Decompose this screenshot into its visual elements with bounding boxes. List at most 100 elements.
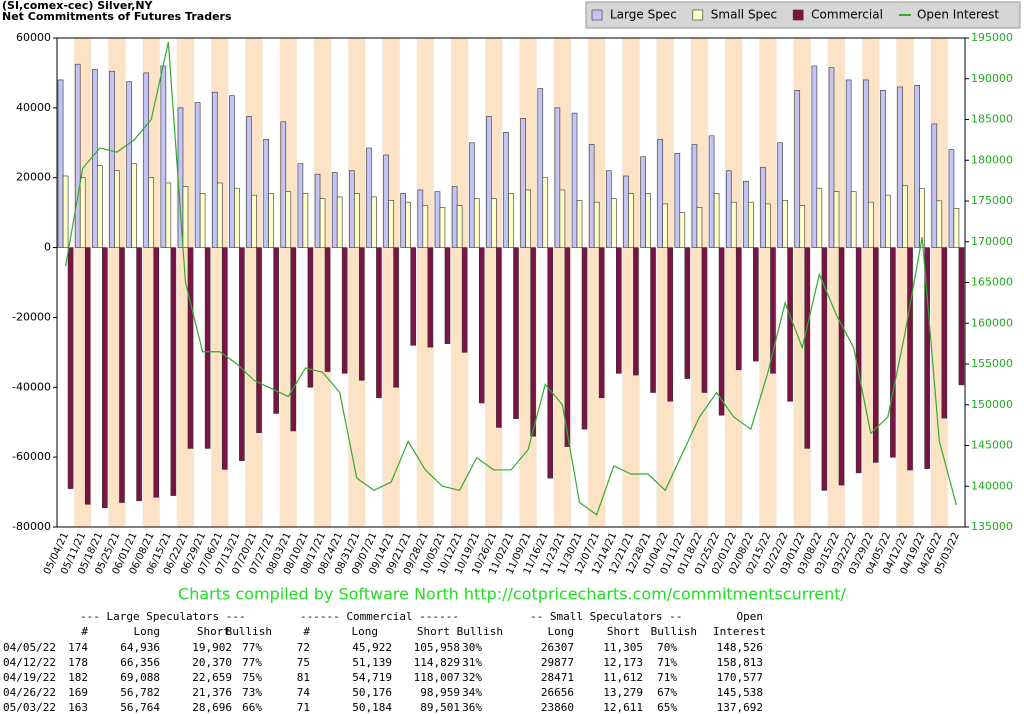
bar	[434, 191, 441, 248]
bar	[456, 205, 463, 248]
table-cell: 04/26/22	[3, 686, 56, 699]
bar	[914, 85, 920, 248]
bar	[199, 193, 206, 248]
bar	[953, 207, 960, 248]
bar	[760, 166, 766, 248]
table-cell: 28,696	[192, 701, 232, 714]
table-cell: 04/12/22	[3, 656, 56, 669]
table-cell: 22,659	[192, 671, 232, 684]
table-cell: 19,902	[192, 641, 232, 654]
bar	[708, 135, 715, 248]
bar	[902, 185, 908, 248]
table-cell: 118,007	[414, 671, 460, 684]
bar	[696, 207, 703, 248]
bar	[525, 189, 531, 248]
table-cell: 28471	[541, 671, 574, 684]
bar	[439, 207, 446, 248]
table-cell: 34%	[462, 686, 482, 699]
bar	[468, 142, 475, 248]
bar	[74, 63, 81, 248]
bar	[628, 193, 634, 248]
table-cell: 163	[68, 701, 88, 714]
table-header: Long	[134, 625, 161, 638]
bar	[513, 247, 519, 420]
table-cell: 04/19/22	[3, 671, 56, 684]
table-cell: 77%	[242, 656, 262, 669]
bar	[833, 191, 840, 248]
y2-tick-label: 195000	[971, 31, 1013, 44]
bar	[383, 154, 389, 248]
bar	[84, 247, 91, 505]
bar	[941, 247, 948, 419]
table-cell: 70%	[657, 641, 677, 654]
table-cell: 174	[68, 641, 88, 654]
table-cell: 26307	[541, 641, 574, 654]
bar	[588, 144, 595, 248]
bar	[246, 116, 252, 248]
table-header: #	[81, 625, 88, 638]
bar	[297, 163, 304, 248]
bar	[872, 247, 879, 463]
bar	[324, 247, 331, 372]
table-cell: 45,922	[352, 641, 392, 654]
table-header: Bullish	[226, 625, 272, 638]
bar	[782, 200, 788, 248]
table-header: Short	[197, 625, 230, 638]
bar	[314, 173, 321, 248]
bar	[503, 132, 509, 248]
table-cell: 89,501	[420, 701, 460, 714]
table-cell: 75	[297, 656, 310, 669]
bar	[571, 112, 578, 248]
table-header: -- Small Speculators --	[530, 610, 682, 623]
table-cell: 54,719	[352, 671, 392, 684]
bar	[229, 95, 235, 248]
y-tick-label: 60000	[16, 31, 51, 44]
bar	[640, 156, 646, 248]
bar	[593, 201, 600, 248]
table-cell: 77%	[242, 641, 262, 654]
bar	[427, 247, 434, 348]
table-cell: 114,829	[414, 656, 460, 669]
table-cell: 182	[68, 671, 88, 684]
table-cell: 56,764	[120, 701, 160, 714]
y2-tick-label: 155000	[971, 357, 1013, 370]
bar	[160, 65, 167, 248]
y-tick-label: 0	[44, 241, 51, 254]
table-cell: 64,936	[120, 641, 160, 654]
table-header: Bullish	[457, 625, 503, 638]
bar	[598, 247, 605, 399]
chart-title: (SI,comex-cec) Silver,NY	[2, 0, 154, 12]
bar	[376, 247, 382, 399]
y-tick-label: 40000	[16, 101, 51, 114]
bar	[422, 205, 429, 248]
bar	[302, 193, 309, 248]
bar	[748, 201, 754, 248]
table-cell: 71%	[657, 656, 677, 669]
bar	[410, 247, 417, 346]
bar	[461, 247, 468, 353]
bar	[400, 193, 407, 248]
bar	[273, 247, 279, 414]
bar	[880, 89, 886, 248]
bar	[850, 191, 857, 248]
bar	[234, 187, 240, 248]
credit: Charts compiled by Software North http:/…	[178, 585, 847, 604]
bar	[701, 247, 708, 393]
y2-tick-label: 190000	[971, 72, 1013, 85]
y2-tick-label: 165000	[971, 276, 1013, 289]
bar	[713, 193, 720, 248]
table-header: --- Large Speculators ---	[80, 610, 246, 623]
table-cell: 12,611	[603, 701, 643, 714]
bar	[890, 247, 896, 458]
table-cell: 51,139	[352, 656, 392, 669]
bar	[657, 138, 663, 248]
bar	[417, 189, 424, 248]
table-header: Open	[737, 610, 764, 623]
bar	[170, 247, 177, 496]
bar	[491, 198, 497, 248]
table-cell: 36%	[462, 701, 482, 714]
bar	[537, 88, 544, 248]
bar	[828, 67, 835, 248]
table-cell: 69,088	[120, 671, 160, 684]
